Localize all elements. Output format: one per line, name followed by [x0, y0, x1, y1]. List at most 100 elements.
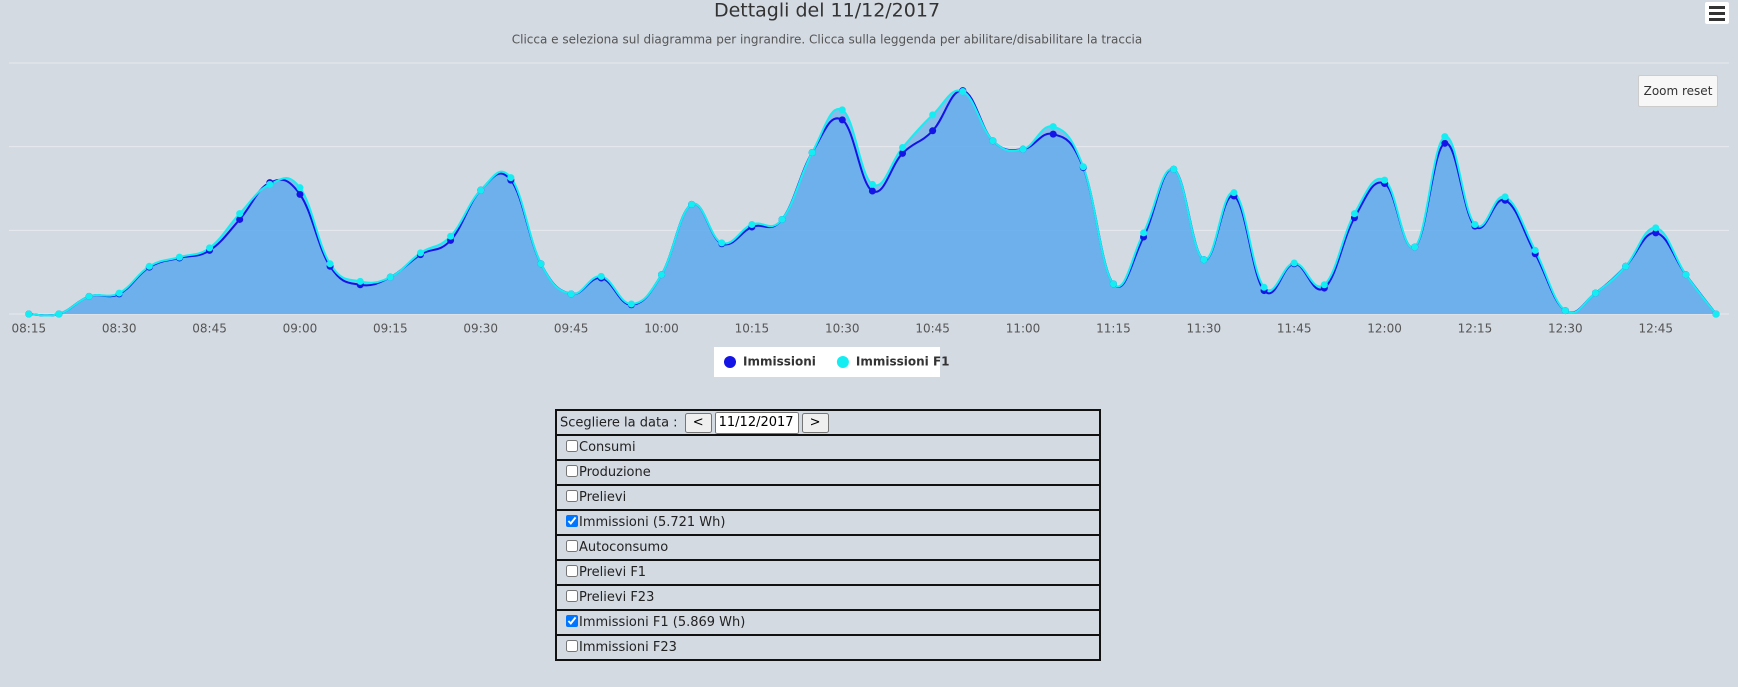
data-point — [808, 149, 816, 157]
data-point — [1471, 220, 1479, 228]
data-point — [929, 111, 937, 119]
option-label: Produzione — [579, 465, 651, 480]
data-point — [688, 200, 696, 208]
data-point — [989, 137, 997, 145]
x-tick-label: 09:00 — [283, 322, 318, 336]
option-label: Immissioni (5.721 Wh) — [579, 515, 726, 530]
next-date-button[interactable]: > — [801, 412, 829, 433]
data-point — [597, 272, 605, 280]
data-point — [868, 180, 876, 188]
data-point — [868, 187, 876, 195]
x-tick-label: 11:00 — [1006, 322, 1041, 336]
data-point — [1290, 259, 1298, 267]
option-row: Prelievi — [555, 484, 1101, 511]
x-tick-label: 12:30 — [1548, 322, 1583, 336]
option-checkbox[interactable] — [566, 490, 578, 502]
data-point — [145, 262, 153, 270]
data-point — [838, 116, 846, 124]
data-point — [1441, 133, 1449, 141]
data-point — [1170, 165, 1178, 173]
data-point — [296, 184, 304, 192]
option-row: Immissioni (5.721 Wh) — [555, 509, 1101, 536]
x-tick-label: 08:15 — [12, 322, 47, 336]
option-row: Immissioni F1 (5.869 Wh) — [555, 609, 1101, 636]
data-point — [1712, 310, 1720, 318]
data-point — [1350, 210, 1358, 218]
option-checkbox[interactable] — [566, 440, 578, 452]
option-checkbox[interactable] — [566, 615, 578, 627]
option-checkbox[interactable] — [566, 565, 578, 577]
date-label: Scegliere la data : — [560, 415, 678, 430]
option-label: Prelievi F23 — [579, 590, 655, 605]
data-point — [929, 127, 937, 135]
option-row: Consumi — [555, 434, 1101, 461]
chart-subtitle: Clicca e seleziona sul diagramma per ing… — [512, 33, 1142, 47]
data-point — [1320, 281, 1328, 289]
legend-symbol — [724, 356, 736, 368]
date-input[interactable] — [714, 411, 799, 434]
x-tick-label: 11:45 — [1277, 322, 1312, 336]
legend-symbol — [836, 356, 849, 368]
x-tick-label: 10:15 — [735, 322, 770, 336]
x-tick-label: 09:45 — [554, 322, 589, 336]
data-point — [627, 300, 635, 308]
x-tick-label: 09:15 — [373, 322, 408, 336]
legend-label: Immissioni F1 — [856, 355, 950, 369]
x-tick-label: 11:30 — [1187, 322, 1222, 336]
prev-date-button[interactable]: < — [684, 412, 712, 433]
option-label: Autoconsumo — [579, 540, 669, 555]
data-point — [447, 232, 455, 240]
data-point — [1109, 280, 1117, 288]
data-point — [838, 106, 846, 114]
chart-title: Dettagli del 11/12/2017 — [714, 0, 940, 22]
data-point — [1591, 289, 1599, 297]
x-tick-label: 08:45 — [192, 322, 227, 336]
data-point — [115, 289, 123, 297]
data-point — [1230, 189, 1238, 197]
data-point — [1682, 271, 1690, 279]
data-point — [1411, 243, 1419, 251]
data-point — [567, 290, 575, 298]
data-point — [1501, 193, 1509, 201]
option-checkbox[interactable] — [566, 465, 578, 477]
zoom-reset-button[interactable]: Zoom reset — [1638, 75, 1718, 107]
option-label: Consumi — [579, 440, 636, 455]
data-point — [899, 144, 907, 152]
data-point — [1441, 139, 1449, 147]
legend-label: Immissioni — [743, 355, 816, 369]
option-row: Prelievi F1 — [555, 559, 1101, 586]
option-label: Prelievi — [579, 490, 627, 505]
option-label: Immissioni F23 — [579, 640, 677, 655]
data-point — [1561, 307, 1569, 315]
data-point — [748, 220, 756, 228]
data-point — [356, 277, 364, 285]
data-point — [1531, 246, 1539, 254]
option-row: Immissioni F23 — [555, 634, 1101, 661]
x-tick-label: 10:30 — [825, 322, 860, 336]
x-tick-label: 10:45 — [915, 322, 950, 336]
data-point — [1652, 224, 1660, 232]
data-point — [899, 149, 907, 157]
data-point — [718, 239, 726, 247]
chart: Dettagli del 11/12/2017 Clicca e selezio… — [9, 0, 1729, 377]
data-point — [175, 253, 183, 261]
data-point — [959, 87, 967, 95]
option-checkbox[interactable] — [566, 540, 578, 552]
option-row: Produzione — [555, 459, 1101, 486]
x-tick-label: 12:15 — [1458, 322, 1493, 336]
data-point — [236, 215, 244, 223]
data-point — [1079, 163, 1087, 171]
option-checkbox[interactable] — [566, 515, 578, 527]
option-checkbox[interactable] — [566, 590, 578, 602]
data-point — [296, 190, 304, 198]
menu-button[interactable] — [1705, 2, 1729, 24]
data-point — [266, 180, 274, 188]
option-row: Autoconsumo — [555, 534, 1101, 561]
data-point — [507, 174, 515, 182]
option-checkbox[interactable] — [566, 640, 578, 652]
data-point — [1652, 229, 1660, 237]
option-label: Immissioni F1 (5.869 Wh) — [579, 615, 746, 630]
data-point — [386, 273, 394, 281]
data-point — [1381, 176, 1389, 184]
data-point — [416, 249, 424, 257]
